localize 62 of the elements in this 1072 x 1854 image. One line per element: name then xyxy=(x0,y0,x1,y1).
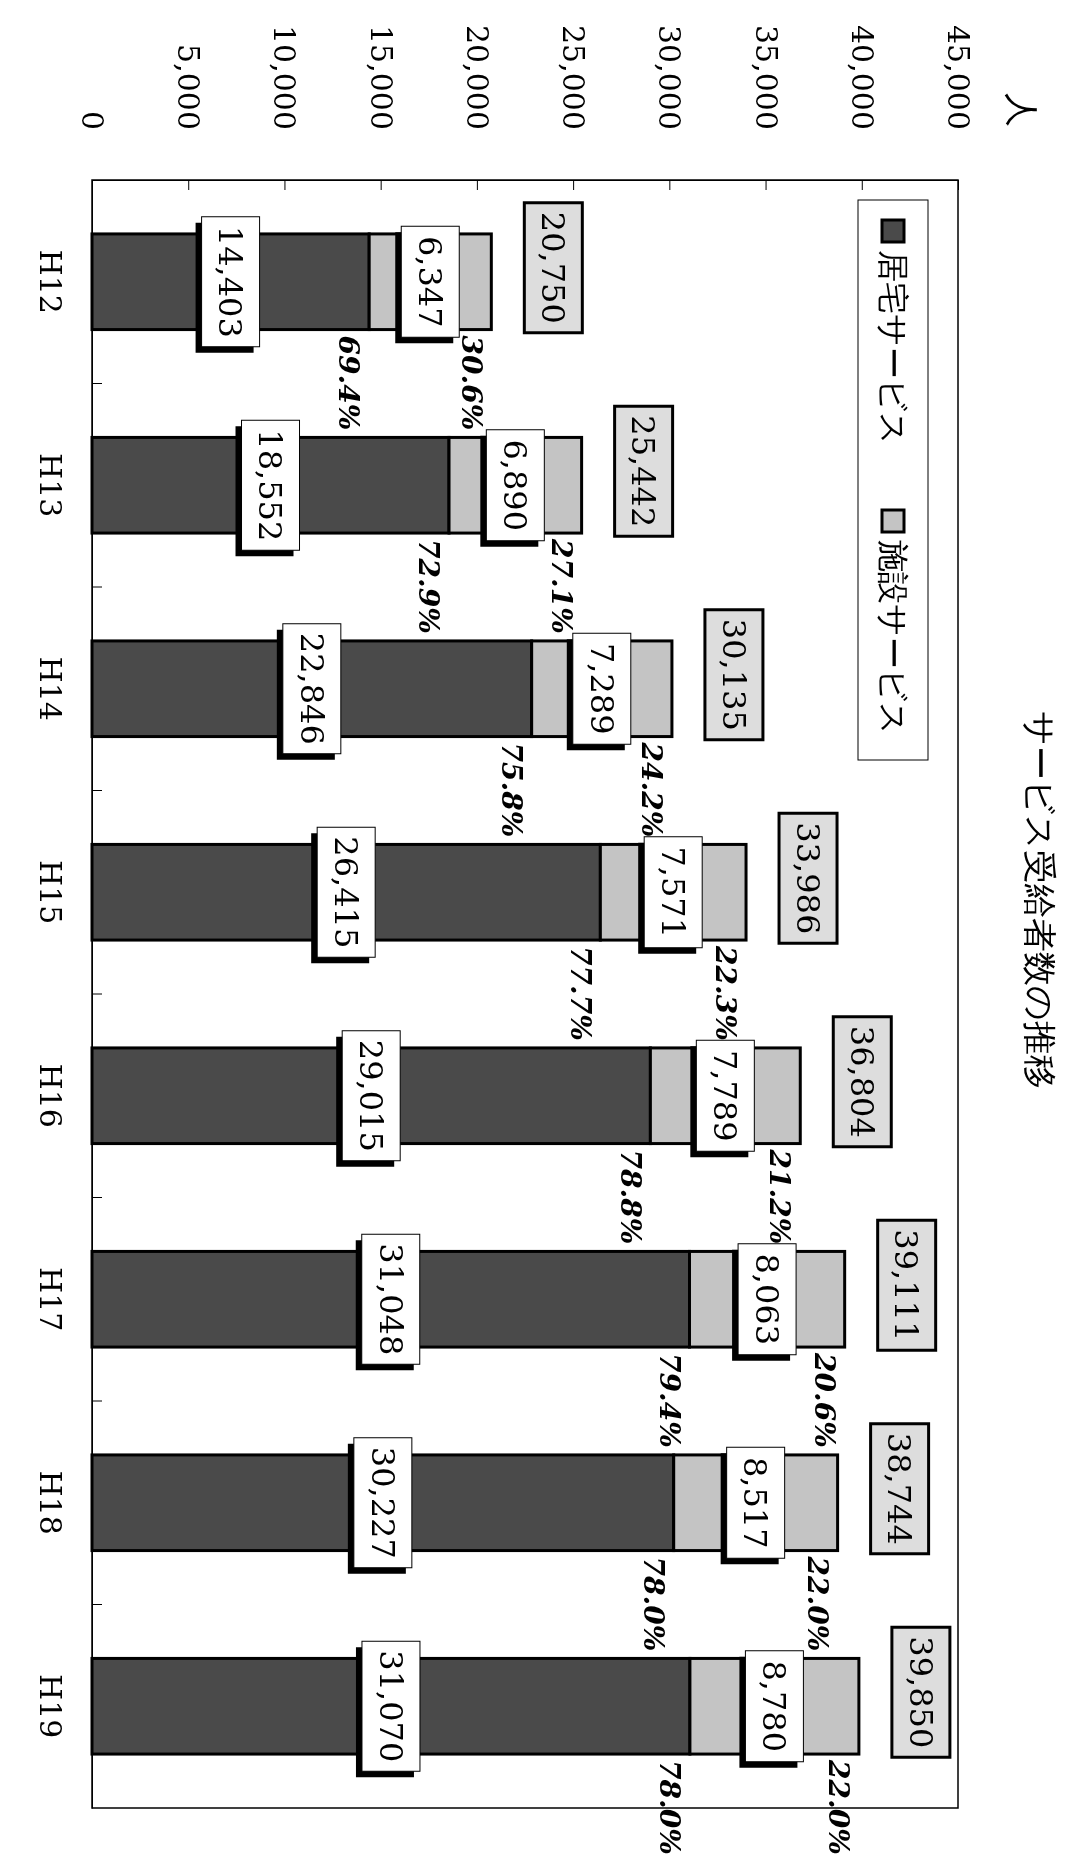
data-label: 29,015 xyxy=(351,1039,390,1152)
total-label: 39,850 xyxy=(901,1636,940,1749)
y-tick-label: H14 xyxy=(32,656,68,721)
annotation: 20.6% xyxy=(807,1352,841,1448)
text: 人 xyxy=(1002,93,1043,127)
data-label: 31,070 xyxy=(371,1650,410,1763)
x-tick-label: 10,000 xyxy=(267,25,303,130)
y-tick-label: H16 xyxy=(32,1063,68,1128)
data-label: 6,890 xyxy=(496,439,535,532)
y-tick-label: H15 xyxy=(32,860,68,925)
x-tick-label: 40,000 xyxy=(844,25,880,130)
total-label: 38,744 xyxy=(880,1432,919,1545)
annotation: 22.0% xyxy=(822,1759,856,1854)
data-label: 8,063 xyxy=(747,1253,786,1346)
data-label: 22,846 xyxy=(292,632,331,745)
annotation: 27.1% xyxy=(544,538,578,634)
total-label: 30,135 xyxy=(714,618,753,731)
y-tick-label: H12 xyxy=(32,249,68,314)
y-tick-label: H17 xyxy=(32,1267,68,1332)
data-label: 31,048 xyxy=(371,1243,410,1356)
legend-label: 施設サービス xyxy=(873,540,912,735)
total-label: 36,804 xyxy=(843,1025,882,1138)
annotation: 78.0% xyxy=(653,1760,687,1854)
annotation: 69.4% xyxy=(332,335,366,431)
y-tick-label: H18 xyxy=(32,1470,68,1535)
x-tick-label: 20,000 xyxy=(459,25,495,130)
annotation: 78.0% xyxy=(636,1556,670,1652)
x-tick-label: 25,000 xyxy=(556,25,592,130)
total-label: 33,986 xyxy=(788,822,827,935)
annotation: 24.2% xyxy=(635,741,669,838)
y-tick-label: H13 xyxy=(32,453,68,518)
annotation: 75.8% xyxy=(494,742,528,838)
data-label: 30,227 xyxy=(363,1446,402,1559)
annotation: 22.3% xyxy=(709,945,743,1041)
total-label: 25,442 xyxy=(624,415,663,528)
data-label: 7,571 xyxy=(653,846,692,939)
annotation: 79.4% xyxy=(652,1353,686,1448)
legend-label: 居宅サービス xyxy=(873,250,912,445)
x-tick-label: 15,000 xyxy=(363,25,399,130)
annotation: 78.8% xyxy=(613,1149,647,1245)
x-tick-label: 0 xyxy=(75,110,110,130)
annotation: 22.0% xyxy=(800,1555,834,1652)
data-label: 14,403 xyxy=(211,225,250,338)
data-label: 6,347 xyxy=(411,235,450,328)
data-label: 8,517 xyxy=(736,1456,775,1549)
x-tick-label: 45,000 xyxy=(941,25,976,130)
data-label: 18,552 xyxy=(251,429,290,542)
y-tick-label: H19 xyxy=(32,1674,68,1739)
total-label: 20,750 xyxy=(534,211,573,324)
data-label: 8,780 xyxy=(755,1660,794,1753)
annotation: 21.2% xyxy=(763,1148,797,1245)
annotation: 30.6% xyxy=(454,335,488,431)
total-label: 39,111 xyxy=(887,1229,926,1342)
annotation: 72.9% xyxy=(412,539,446,634)
annotation: 77.7% xyxy=(563,946,597,1041)
data-label: 26,415 xyxy=(326,836,365,949)
x-tick-label: 5,000 xyxy=(171,44,207,130)
data-label: 7,289 xyxy=(582,642,621,735)
x-tick-label: 30,000 xyxy=(652,25,688,130)
data-label: 7,789 xyxy=(706,1049,745,1142)
text: サービス受給者数の推移 xyxy=(1020,711,1061,1089)
x-tick-label: 35,000 xyxy=(748,25,784,130)
